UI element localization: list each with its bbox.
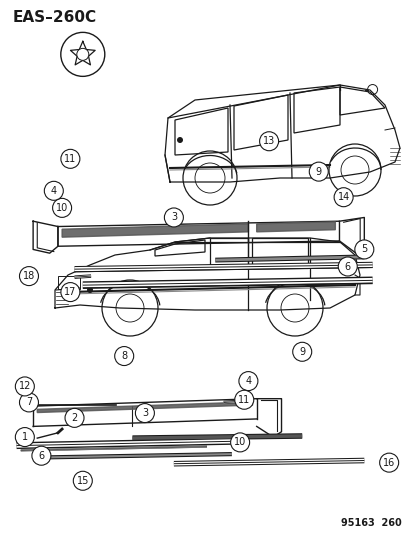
Circle shape	[164, 208, 183, 227]
Text: 2: 2	[71, 413, 78, 423]
Circle shape	[73, 471, 92, 490]
Circle shape	[15, 377, 34, 396]
Circle shape	[379, 453, 398, 472]
Text: 13: 13	[262, 136, 275, 146]
Circle shape	[44, 181, 63, 200]
Text: 95163  260: 95163 260	[340, 518, 401, 528]
Circle shape	[15, 427, 34, 447]
Circle shape	[52, 198, 71, 217]
Circle shape	[114, 346, 133, 366]
Circle shape	[135, 403, 154, 423]
Polygon shape	[256, 222, 335, 232]
Text: 16: 16	[382, 458, 394, 467]
Circle shape	[230, 433, 249, 452]
Circle shape	[61, 33, 104, 76]
Text: 6: 6	[38, 451, 44, 461]
Circle shape	[32, 446, 51, 465]
Text: 10: 10	[56, 203, 68, 213]
Circle shape	[77, 49, 88, 60]
Circle shape	[65, 408, 84, 427]
Text: 9: 9	[299, 347, 304, 357]
Circle shape	[333, 188, 352, 207]
Text: 12: 12	[19, 382, 31, 391]
Text: 18: 18	[23, 271, 35, 281]
Circle shape	[259, 132, 278, 151]
Circle shape	[19, 266, 38, 286]
Circle shape	[61, 282, 80, 302]
Text: 11: 11	[237, 395, 250, 405]
Circle shape	[61, 149, 80, 168]
Text: 1: 1	[22, 432, 28, 442]
Text: 6: 6	[344, 262, 350, 271]
Circle shape	[19, 393, 38, 412]
Text: 7: 7	[26, 398, 32, 407]
Text: 4: 4	[51, 186, 57, 196]
Text: 10: 10	[233, 438, 246, 447]
Text: 11: 11	[64, 154, 76, 164]
Text: 14: 14	[337, 192, 349, 202]
Text: 4: 4	[245, 376, 251, 386]
Circle shape	[238, 372, 257, 391]
Polygon shape	[62, 224, 248, 237]
Text: EAS–260C: EAS–260C	[12, 10, 96, 25]
Polygon shape	[37, 402, 252, 413]
Text: 8: 8	[121, 351, 127, 361]
Circle shape	[354, 240, 373, 259]
Circle shape	[292, 342, 311, 361]
Text: 3: 3	[171, 213, 176, 222]
Text: 15: 15	[76, 476, 89, 486]
Circle shape	[337, 257, 356, 276]
Circle shape	[234, 390, 253, 409]
Text: 17: 17	[64, 287, 76, 297]
Text: 9: 9	[315, 167, 321, 176]
Text: 3: 3	[142, 408, 147, 418]
Text: 5: 5	[360, 245, 367, 254]
Circle shape	[87, 287, 93, 293]
Circle shape	[309, 162, 328, 181]
Circle shape	[177, 137, 183, 143]
